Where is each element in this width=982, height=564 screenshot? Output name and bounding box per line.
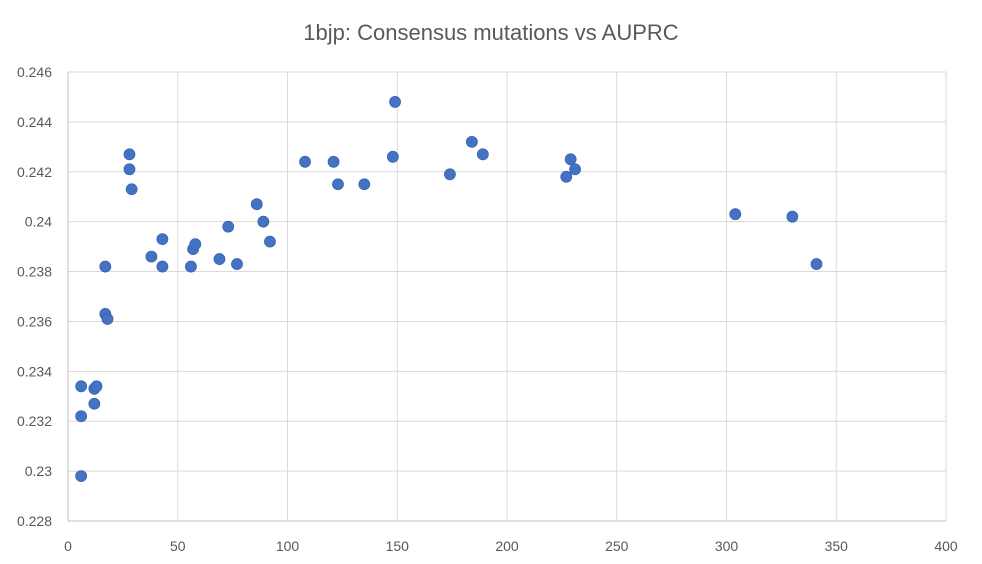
x-tick-label: 0 [64, 538, 72, 554]
y-tick-label: 0.228 [17, 513, 52, 529]
y-tick-label: 0.232 [17, 413, 52, 429]
data-point [476, 148, 489, 161]
data-point [123, 148, 136, 161]
data-point [332, 178, 344, 191]
y-axis-tick-labels: 0.228 0.23 0.232 0.234 0.236 0.238 0.24 0.242 0.… [17, 64, 52, 529]
data-point [156, 233, 169, 246]
y-tick-label: 0.234 [17, 363, 52, 379]
x-tick-label: 50 [170, 538, 186, 554]
x-tick-label: 300 [715, 538, 739, 554]
y-tick-label: 0.242 [17, 164, 52, 180]
data-point [264, 235, 276, 248]
x-tick-label: 350 [825, 538, 849, 554]
data-point [90, 380, 103, 393]
data-point [101, 313, 114, 325]
data-point [99, 260, 112, 273]
data-point [560, 170, 573, 183]
data-points [75, 96, 823, 483]
data-point [465, 135, 478, 148]
chart-title: 1bjp: Consensus mutations vs AUPRC [303, 20, 679, 45]
data-point [327, 155, 340, 168]
data-point [222, 220, 235, 233]
x-tick-label: 200 [495, 538, 519, 554]
data-point [88, 397, 101, 410]
data-point [257, 215, 270, 228]
x-tick-label: 250 [605, 538, 629, 554]
data-point [564, 153, 577, 166]
data-point [125, 183, 138, 196]
gridlines [67, 71, 947, 522]
data-point [156, 260, 169, 273]
data-point [123, 163, 136, 176]
data-point [145, 250, 158, 263]
y-tick-label: 0.236 [17, 313, 52, 329]
x-axis-tick-labels: 0 50 100 150 200 250 300 350 400 [64, 538, 958, 554]
data-point [444, 168, 456, 181]
y-tick-label: 0.24 [25, 214, 52, 230]
data-point [569, 163, 581, 176]
data-point [185, 260, 197, 273]
data-point [189, 238, 202, 251]
y-tick-label: 0.238 [17, 264, 52, 280]
data-point [213, 253, 226, 265]
data-point [810, 258, 823, 270]
x-tick-label: 100 [276, 538, 300, 554]
data-point [299, 155, 311, 168]
data-point [386, 150, 399, 163]
x-tick-label: 150 [386, 538, 410, 554]
data-point [358, 178, 371, 191]
data-point [231, 258, 243, 270]
y-tick-label: 0.246 [17, 64, 52, 80]
data-point [786, 210, 799, 223]
data-point [75, 470, 88, 483]
data-point [729, 208, 742, 221]
data-point [75, 380, 88, 393]
y-tick-label: 0.23 [25, 463, 52, 479]
data-point [250, 198, 263, 211]
x-tick-label: 400 [934, 538, 958, 554]
y-tick-label: 0.244 [17, 114, 52, 130]
data-point [75, 410, 88, 423]
data-point [389, 96, 401, 108]
